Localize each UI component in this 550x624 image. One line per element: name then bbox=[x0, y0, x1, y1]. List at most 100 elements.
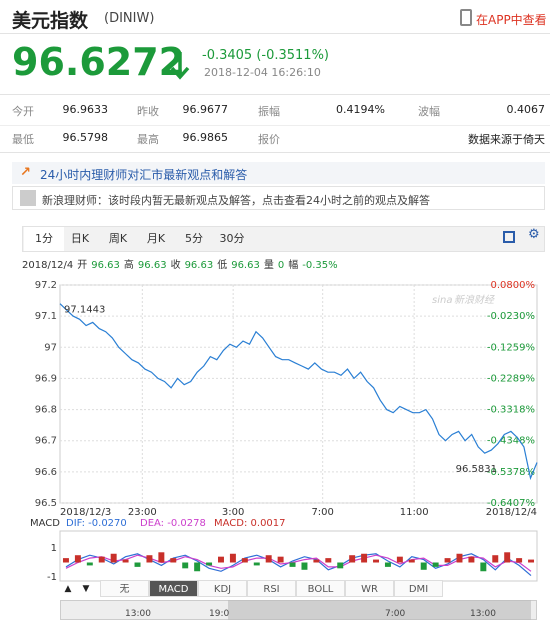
news-header[interactable] bbox=[12, 162, 545, 184]
macd-bar bbox=[420, 562, 427, 570]
period-tab[interactable]: 周K bbox=[108, 232, 128, 245]
nav-button[interactable]: ▲ bbox=[64, 584, 72, 594]
macd-bar bbox=[158, 552, 165, 563]
info-date: 2018/12/4 bbox=[22, 260, 74, 271]
macd-bar bbox=[349, 555, 356, 563]
macd-bar bbox=[301, 562, 308, 570]
indicator-tab[interactable]: 无 bbox=[100, 580, 149, 597]
x-tick-label: 2018/12/3 bbox=[60, 507, 111, 518]
info-label: 高 bbox=[123, 260, 134, 271]
phone-icon bbox=[460, 9, 472, 26]
stat-label: 波幅 bbox=[418, 105, 440, 118]
watermark: 新浪财经 bbox=[454, 294, 495, 306]
indicator-tab[interactable]: DMI bbox=[394, 580, 443, 597]
stat-label: 最高 bbox=[137, 133, 159, 146]
macd-bar bbox=[122, 559, 129, 563]
settings-icon[interactable]: ⚙ bbox=[528, 227, 540, 242]
info-label: 量 bbox=[263, 260, 274, 271]
macd-bar bbox=[361, 553, 368, 563]
y-tick-label: 96.5 bbox=[35, 498, 57, 509]
news-box[interactable] bbox=[12, 186, 545, 210]
period-tab[interactable]: 1分 bbox=[24, 227, 64, 251]
news-icon: ↗ bbox=[20, 165, 31, 180]
code: (DINIW) bbox=[104, 11, 155, 26]
macd-line bbox=[65, 554, 532, 572]
info-value: 96.63 bbox=[184, 260, 214, 271]
indicator-tab[interactable]: WR bbox=[345, 580, 394, 597]
stat-value: 96.9865 bbox=[182, 131, 229, 144]
macd-bar bbox=[182, 562, 189, 569]
tab-bar bbox=[22, 226, 545, 252]
macd-bar bbox=[456, 553, 463, 563]
macd-bar bbox=[492, 555, 499, 563]
macd-bar bbox=[146, 555, 153, 563]
macd-bar bbox=[384, 562, 391, 567]
macd-bar bbox=[194, 562, 201, 572]
y-tick-label: 96.7 bbox=[35, 436, 57, 447]
price: 96.6272 bbox=[12, 40, 186, 84]
macd-bar bbox=[98, 556, 105, 563]
macd-bar bbox=[229, 553, 236, 563]
info-value: -0.35% bbox=[302, 260, 338, 271]
y-tick-label: 96.8 bbox=[35, 405, 57, 416]
divider bbox=[0, 125, 550, 126]
info-value: 0 bbox=[277, 260, 285, 271]
indicator-tab[interactable]: RSI bbox=[247, 580, 296, 597]
macd-bar bbox=[373, 559, 379, 563]
info-value: 96.63 bbox=[91, 260, 120, 271]
y2-tick-label: -0.1259% bbox=[487, 342, 535, 353]
stat-value: 0.4194% bbox=[336, 103, 385, 116]
period-tab[interactable]: 30分 bbox=[219, 232, 245, 245]
stat-label: 振幅 bbox=[258, 105, 280, 118]
y2-tick-label: -0.5378% bbox=[487, 467, 535, 478]
macd-bar bbox=[74, 555, 81, 563]
macd-bar bbox=[206, 562, 213, 566]
indicator-tab[interactable]: MACD bbox=[149, 580, 198, 597]
nav-button[interactable]: ▼ bbox=[82, 584, 90, 594]
y2-tick-label: -0.6407% bbox=[487, 498, 535, 509]
macd-bar bbox=[325, 558, 332, 563]
stat-value: 96.5798 bbox=[62, 131, 109, 144]
down-arrow bbox=[170, 52, 190, 80]
stat-label: 最低 bbox=[12, 133, 34, 146]
period-tab[interactable]: 月K bbox=[146, 232, 166, 245]
navigator-window bbox=[228, 600, 531, 620]
stat-value: 数据来源于倚天 bbox=[468, 133, 545, 146]
stat-value: 0.4067 bbox=[506, 103, 546, 116]
y2-tick-label: -0.4348% bbox=[487, 436, 535, 447]
macd-bar bbox=[516, 558, 523, 563]
news-headline[interactable]: 24小时内理财师对汇市最新观点和解答 bbox=[40, 168, 248, 182]
macd-bar bbox=[337, 562, 344, 569]
macd-bar bbox=[62, 558, 69, 563]
avatar bbox=[20, 190, 36, 206]
indicator-tab[interactable]: BOLL bbox=[296, 580, 345, 597]
macd-bar bbox=[289, 562, 296, 567]
macd-bar bbox=[110, 553, 117, 563]
x-tick-label: 3:00 bbox=[222, 507, 244, 518]
info-label: 开 bbox=[77, 260, 88, 271]
info-label: 幅 bbox=[288, 260, 299, 271]
macd-bar bbox=[241, 558, 248, 563]
navigator-label: 13:00 bbox=[125, 609, 151, 619]
fullscreen-icon[interactable] bbox=[503, 231, 515, 243]
plot-border bbox=[59, 530, 538, 582]
change: -0.3405 (-0.3511%) bbox=[202, 48, 329, 63]
app-link[interactable]: 在APP中查看 bbox=[476, 13, 547, 27]
stat-label: 报价 bbox=[258, 133, 280, 146]
divider bbox=[0, 94, 550, 95]
x-tick-label: 11:00 bbox=[400, 507, 429, 518]
change-pct: (-0.3511%) bbox=[256, 48, 330, 63]
macd-bar bbox=[253, 562, 260, 566]
y-tick-label: 1 bbox=[51, 543, 57, 554]
info-label: 收 bbox=[170, 260, 181, 271]
macd-bar bbox=[480, 562, 487, 572]
period-tab[interactable]: 日K bbox=[70, 232, 90, 245]
title: 美元指数 bbox=[12, 10, 89, 32]
legend-entry: MACD: 0.0017 bbox=[214, 518, 286, 529]
divider bbox=[0, 33, 550, 34]
watermark: sina bbox=[432, 295, 452, 306]
indicator-tab[interactable]: KDJ bbox=[198, 580, 247, 597]
news-message[interactable]: 新浪理财师：该时段内暂无最新观点及解答，点击查看24小时之前的观点及解答 bbox=[42, 194, 430, 207]
period-tab[interactable]: 5分 bbox=[185, 232, 203, 245]
